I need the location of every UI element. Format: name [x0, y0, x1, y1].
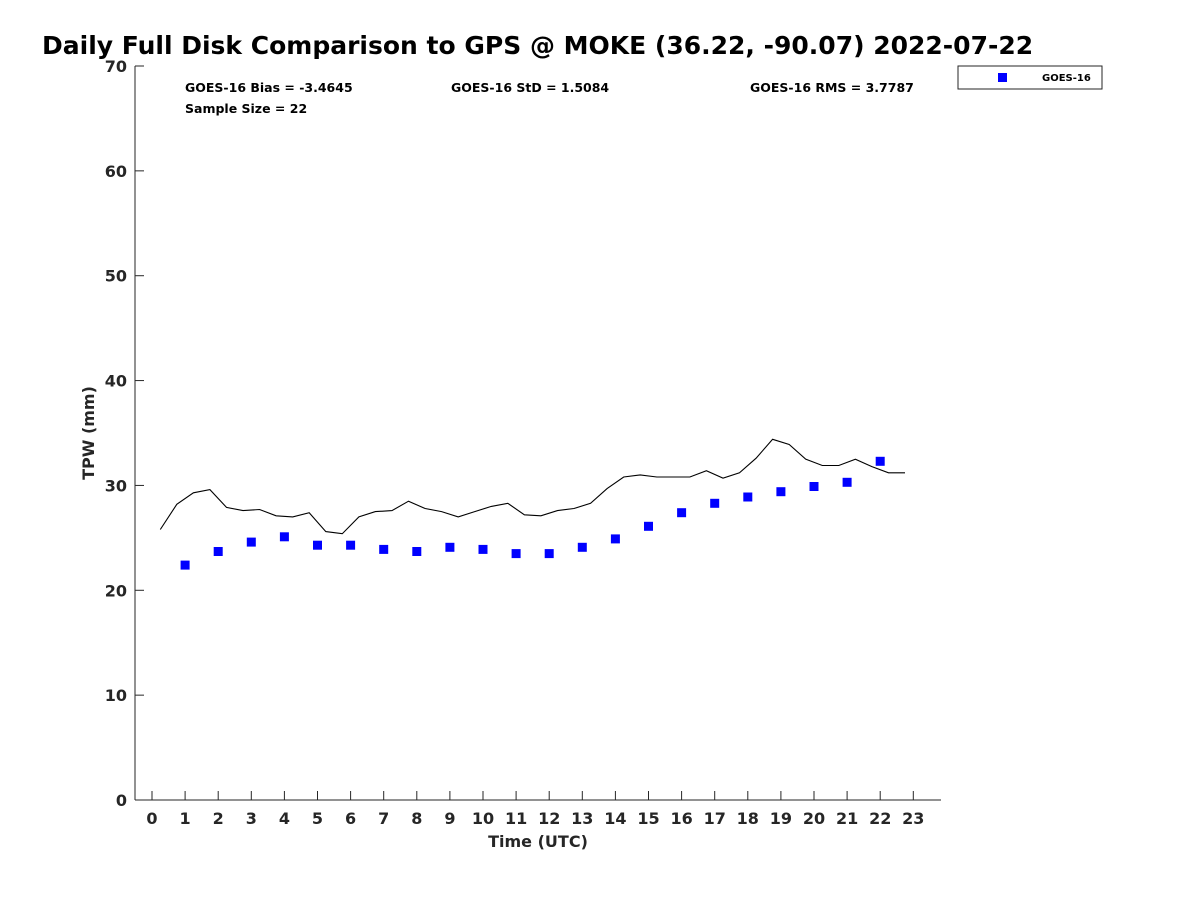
goes16-point [577, 542, 587, 552]
x-tick-label: 22 [869, 809, 891, 828]
y-tick-label: 0 [116, 791, 127, 810]
x-ticks: 0 1 2 3 4 5 6 7 8 9 10 11 12 13 14 15 16 17 18 19 20 21 22 23 [146, 791, 924, 828]
goes16-point [644, 521, 653, 531]
y-axis-label: TPW (mm) [79, 386, 98, 480]
goes16-point [246, 537, 256, 547]
y-ticks: 0 10 20 30 40 50 60 70 [105, 57, 144, 810]
x-tick-label: 23 [902, 809, 924, 828]
x-tick-label: 2 [213, 809, 224, 828]
x-tick-label: 10 [472, 809, 494, 828]
goes16-point [445, 542, 455, 552]
plot-area [159, 438, 905, 570]
goes16-marker-series [180, 456, 885, 570]
y-tick-label: 40 [105, 372, 127, 391]
gps-line-series [159, 438, 905, 535]
x-tick-label: 5 [312, 809, 323, 828]
x-tick-label: 17 [704, 809, 726, 828]
x-axis-label: Time (UTC) [488, 832, 588, 851]
y-tick-label: 30 [105, 476, 127, 495]
x-tick-label: 7 [378, 809, 389, 828]
stat-std: GOES-16 StD = 1.5084 [451, 80, 609, 95]
x-tick-label: 4 [279, 809, 290, 828]
goes16-point [677, 508, 687, 518]
stat-bias: GOES-16 Bias = -3.4645 [185, 80, 353, 95]
x-tick-label: 6 [345, 809, 356, 828]
x-tick-label: 19 [770, 809, 792, 828]
chart-title: Daily Full Disk Comparison to GPS @ MOKE… [42, 31, 1033, 60]
goes16-point [180, 560, 190, 570]
goes16-point [213, 547, 223, 556]
goes16-point [710, 498, 720, 508]
goes16-point [875, 456, 885, 466]
goes16-point [809, 482, 819, 491]
goes16-point [610, 534, 620, 544]
goes16-point [313, 540, 322, 550]
y-tick-label: 50 [105, 267, 127, 286]
goes16-point [743, 492, 753, 502]
x-tick-label: 9 [444, 809, 455, 828]
y-tick-label: 70 [105, 57, 127, 76]
x-tick-label: 16 [670, 809, 692, 828]
gps-line [159, 438, 905, 535]
goes16-point [776, 487, 786, 497]
stats-block: GOES-16 Bias = -3.4645 GOES-16 StD = 1.5… [185, 80, 914, 116]
y-tick-label: 60 [105, 162, 127, 181]
stat-sample-size: Sample Size = 22 [185, 101, 307, 116]
x-tick-label: 13 [571, 809, 593, 828]
y-tick-label: 10 [105, 686, 127, 705]
goes16-point [346, 540, 356, 550]
x-tick-label: 14 [604, 809, 626, 828]
legend-label-goes16: GOES-16 [1042, 73, 1091, 84]
x-tick-label: 8 [411, 809, 422, 828]
x-tick-label: 1 [180, 809, 191, 828]
x-tick-label: 21 [836, 809, 858, 828]
legend-marker-goes16 [998, 73, 1007, 82]
legend-box [957, 65, 1103, 90]
x-tick-label: 20 [803, 809, 825, 828]
x-tick-label: 11 [505, 809, 527, 828]
y-tick-label: 20 [105, 581, 127, 600]
legend: GOES-16 [957, 65, 1103, 90]
x-tick-label: 3 [246, 809, 257, 828]
x-tick-label: 12 [538, 809, 560, 828]
goes16-point [379, 544, 389, 554]
goes16-point [478, 544, 488, 554]
x-tick-label: 18 [737, 809, 759, 828]
stat-rms: GOES-16 RMS = 3.7787 [750, 80, 914, 95]
goes16-point [412, 547, 422, 556]
goes16-point [279, 532, 289, 542]
x-tick-label: 0 [146, 809, 157, 828]
x-tick-label: 15 [637, 809, 659, 828]
goes16-point [544, 549, 554, 559]
goes16-point [842, 477, 852, 487]
goes16-point [511, 549, 521, 559]
